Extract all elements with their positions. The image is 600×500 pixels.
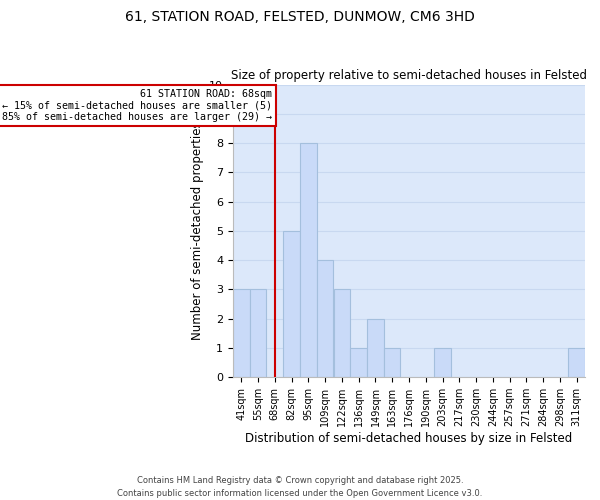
Text: 61 STATION ROAD: 68sqm
← 15% of semi-detached houses are smaller (5)
85% of semi: 61 STATION ROAD: 68sqm ← 15% of semi-det… — [2, 89, 272, 122]
Bar — [334, 290, 350, 377]
Bar — [233, 290, 250, 377]
Y-axis label: Number of semi-detached properties: Number of semi-detached properties — [191, 122, 203, 340]
Text: 61, STATION ROAD, FELSTED, DUNMOW, CM6 3HD: 61, STATION ROAD, FELSTED, DUNMOW, CM6 3… — [125, 10, 475, 24]
Text: Contains HM Land Registry data © Crown copyright and database right 2025.
Contai: Contains HM Land Registry data © Crown c… — [118, 476, 482, 498]
Bar — [283, 231, 300, 377]
Title: Size of property relative to semi-detached houses in Felsted: Size of property relative to semi-detach… — [231, 69, 587, 82]
Bar — [317, 260, 334, 377]
Bar — [434, 348, 451, 377]
Bar — [367, 318, 383, 377]
Bar — [250, 290, 266, 377]
Bar — [568, 348, 585, 377]
Bar — [300, 143, 317, 377]
Bar — [384, 348, 400, 377]
Bar — [350, 348, 367, 377]
X-axis label: Distribution of semi-detached houses by size in Felsted: Distribution of semi-detached houses by … — [245, 432, 572, 445]
